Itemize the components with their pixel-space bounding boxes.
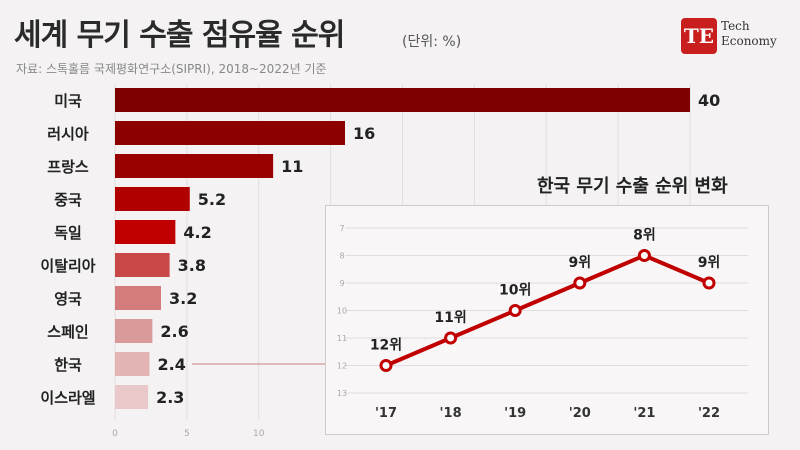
bar (115, 352, 150, 376)
line-y-tick-label: 9 (339, 279, 344, 288)
bar-category-label: 이스라엘 (40, 389, 95, 407)
bar (115, 220, 176, 244)
line-y-tick-label: 7 (339, 224, 344, 233)
bar-category-label: 영국 (54, 290, 82, 308)
rank-point-label: 12위 (370, 338, 402, 354)
bar-x-tick-label: 0 (112, 429, 118, 439)
line-y-tick-label: 12 (337, 362, 347, 371)
bar-value-label: 2.3 (156, 388, 184, 407)
bar-x-tick-label: 5 (184, 429, 190, 439)
rank-point-label: 10위 (499, 283, 531, 299)
bar-category-label: 스페인 (47, 323, 88, 341)
line-y-tick-label: 10 (337, 307, 347, 316)
bar-value-label: 2.4 (158, 355, 186, 374)
bar-category-label: 독일 (54, 224, 82, 242)
line-y-tick-label: 11 (337, 334, 347, 343)
bar (115, 286, 161, 310)
brand-name: Tech Economy (721, 19, 777, 49)
line-x-tick-label: '18 (440, 406, 462, 421)
rank-point (702, 276, 716, 290)
bar (115, 88, 690, 112)
bar-category-label: 한국 (54, 356, 82, 374)
line-x-tick-label: '17 (375, 406, 397, 421)
bar-category-label: 프랑스 (47, 158, 89, 176)
page-title: 세계 무기 수출 점유율 순위 (14, 18, 345, 53)
bar-value-label: 3.8 (178, 256, 206, 275)
bar (115, 253, 170, 277)
bar-category-label: 이탈리아 (40, 257, 95, 275)
bar-value-label: 5.2 (198, 190, 226, 209)
brand-logo: TE (681, 18, 717, 54)
rank-point-label: 8위 (633, 228, 656, 244)
rank-point (637, 249, 651, 262)
bar-value-label: 16 (353, 124, 375, 143)
rank-point (379, 359, 393, 372)
rank-point (508, 304, 522, 317)
line-x-tick-label: '19 (504, 406, 526, 421)
rank-point (573, 276, 587, 290)
bar (115, 319, 153, 343)
bar (115, 121, 345, 145)
rank-point-label: 9위 (568, 255, 591, 271)
source-note: 자료: 스톡홀름 국제평화연구소(SIPRI), 2018~2022년 기준 (16, 62, 327, 76)
bar-value-label: 3.2 (169, 289, 197, 308)
bar-x-tick-label: 10 (253, 429, 265, 439)
line-x-tick-label: '21 (633, 406, 655, 421)
bar-value-label: 11 (281, 157, 303, 176)
line-y-tick-label: 13 (337, 389, 347, 398)
bar-category-label: 러시아 (47, 125, 89, 143)
inset-title: 한국 무기 수출 순위 변화 (537, 176, 728, 197)
rank-point-label: 11위 (434, 310, 466, 326)
line-x-tick-label: '22 (698, 406, 720, 421)
line-y-tick-label: 8 (339, 252, 344, 261)
bar (115, 385, 149, 409)
bar-category-label: 미국 (54, 92, 82, 110)
bar-category-label: 중국 (54, 191, 82, 209)
rank-point-label: 9위 (698, 255, 721, 271)
unit-label: (단위: %) (402, 34, 462, 50)
brand-name-line2: Economy (721, 34, 777, 48)
bar (115, 187, 190, 211)
korea-rank-inset (325, 205, 769, 435)
line-x-tick-label: '20 (569, 406, 591, 421)
bar-value-label: 2.6 (160, 322, 188, 341)
bar-value-label: 4.2 (183, 223, 211, 242)
bar-value-label: 40 (698, 91, 720, 110)
brand-name-line1: Tech (721, 19, 750, 33)
rank-line (385, 253, 710, 368)
bar (115, 154, 274, 178)
rank-point (444, 331, 458, 345)
